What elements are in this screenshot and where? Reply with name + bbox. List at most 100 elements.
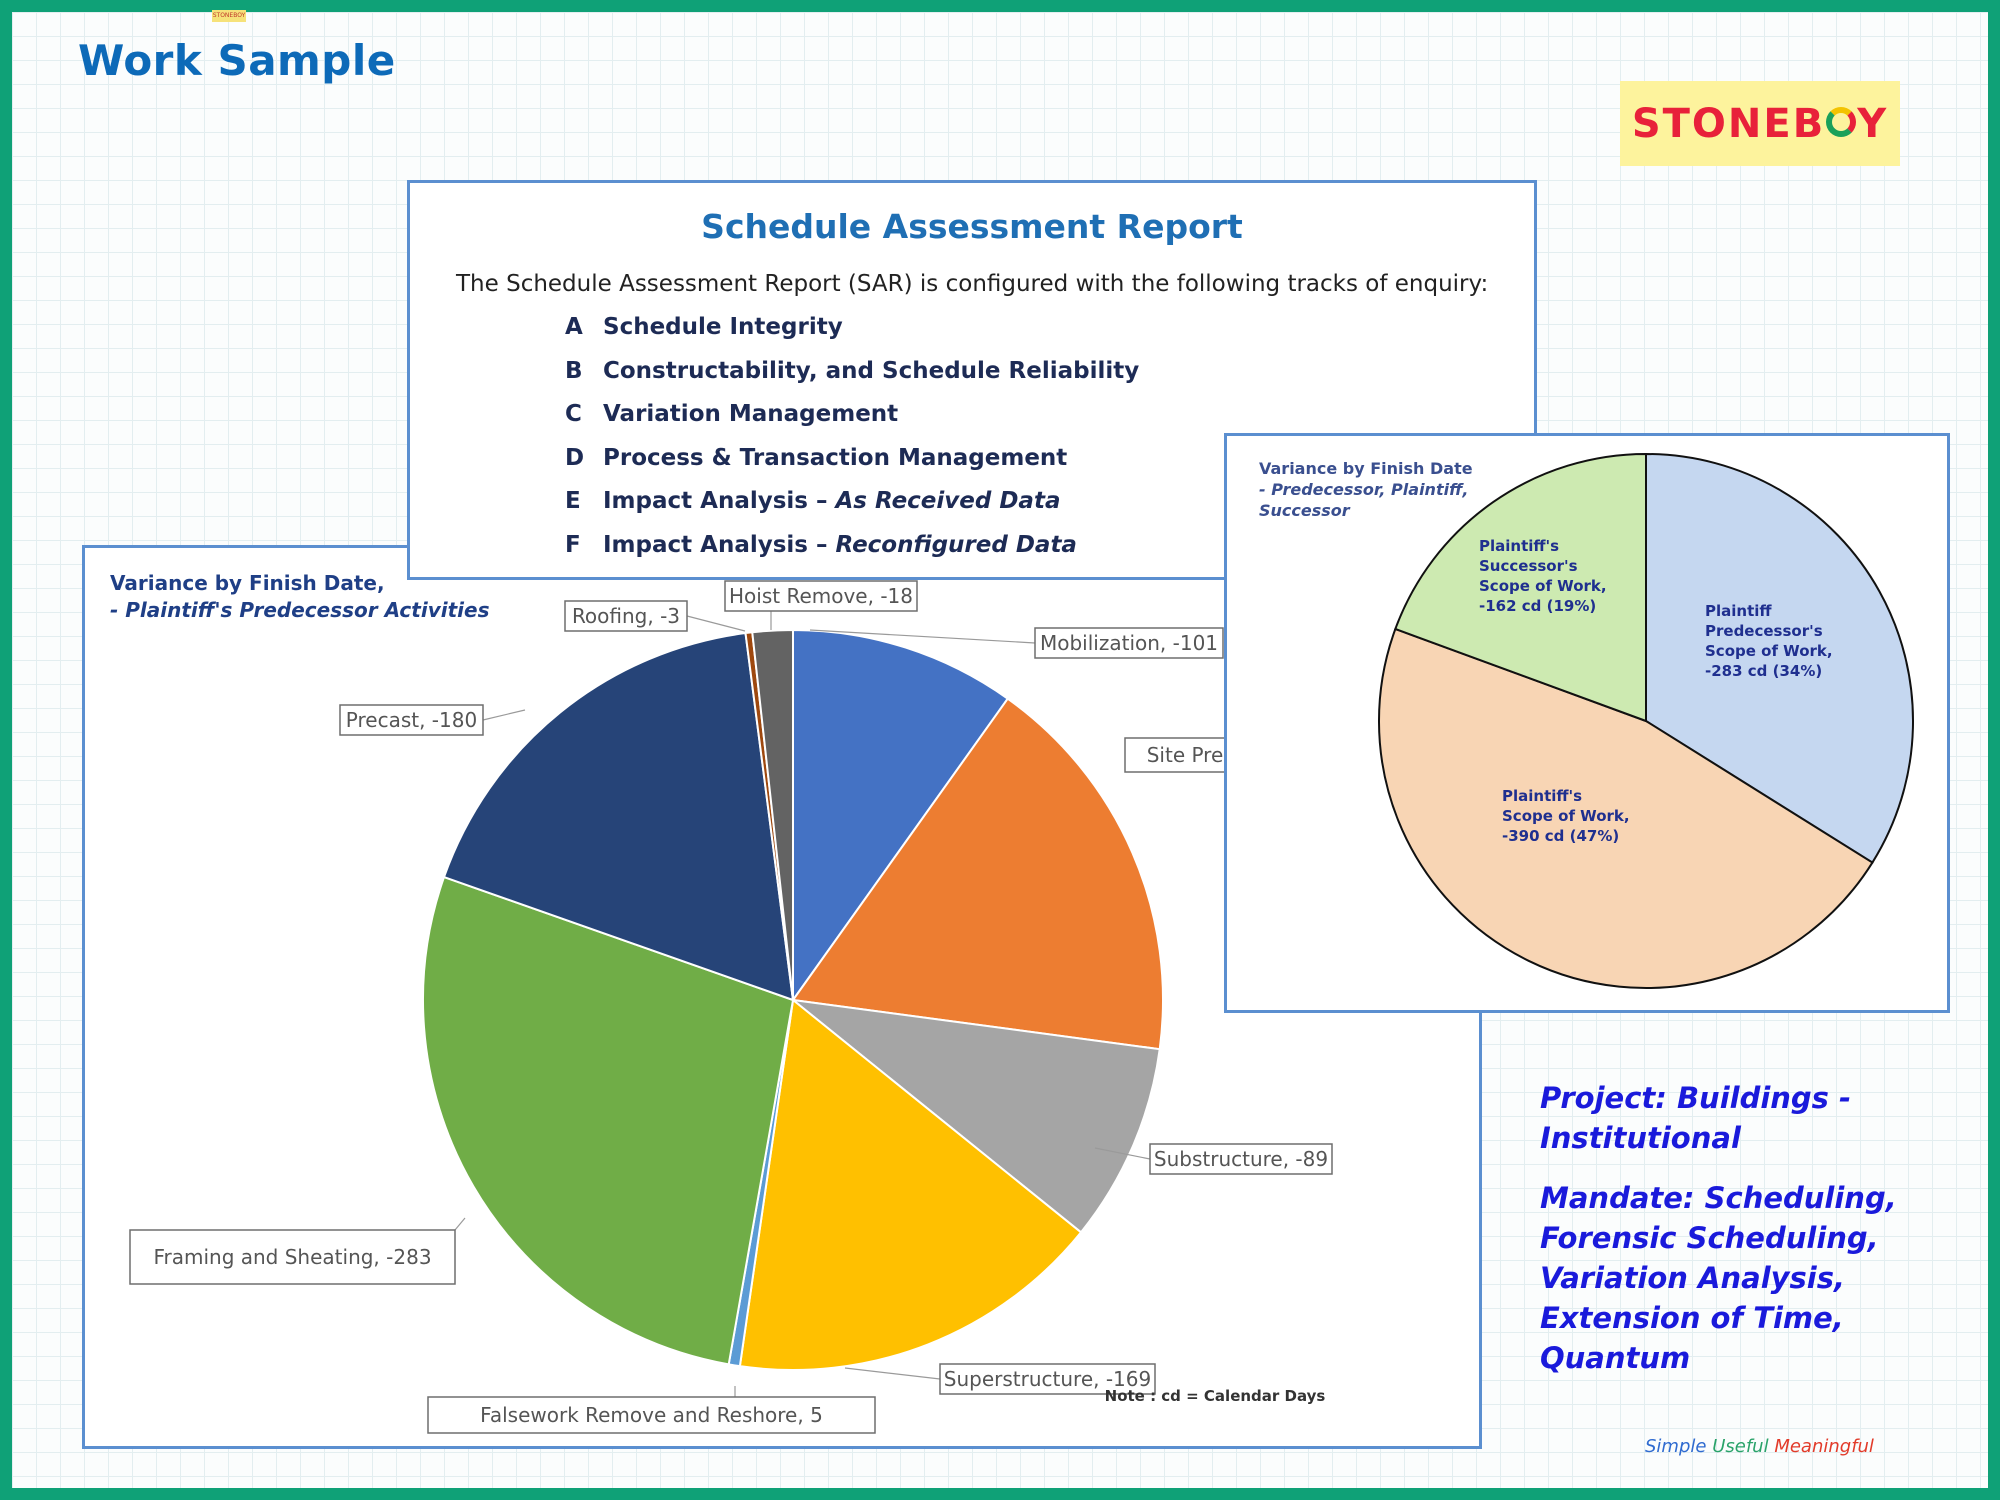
- track-text: Schedule Integrity: [603, 314, 843, 340]
- leader-line: [454, 1217, 466, 1231]
- track-letter: E: [565, 488, 581, 514]
- leader-line: [686, 615, 746, 632]
- callout-box: [339, 704, 484, 736]
- callout-framing-and-sheating: Framing and Sheating, -283: [129, 1217, 466, 1285]
- slice-label-line: Scope of Work,: [1502, 807, 1630, 825]
- left-pie-chart: Mobilization, -101 Site Pre Substructure, …: [129, 580, 1333, 1434]
- track-text: Constructability, and Schedule Reliabili…: [603, 358, 1140, 384]
- slice-label-line: Successor's: [1479, 557, 1578, 575]
- slice-label-line: Scope of Work,: [1479, 577, 1607, 595]
- callout-box: [1034, 627, 1224, 659]
- track-d: D Process & Transaction Management: [565, 445, 1067, 479]
- slice-label-line: -162 cd (19%): [1479, 597, 1596, 615]
- callout-mobilization: Mobilization, -101: [809, 627, 1224, 659]
- slice-label-line: -390 cd (47%): [1502, 827, 1619, 845]
- slice-plaintiff-predecessor-s-scope-of-work: [1645, 452, 1915, 864]
- right-pie-chart: Plaintiff Predecessor's Scope of Work, -283…: [1377, 452, 1915, 990]
- slice-label-line: Plaintiff's: [1502, 787, 1582, 805]
- left-chart-heading-line2: - Plaintiff's Predecessor Activities: [110, 598, 490, 622]
- track-text: Impact Analysis –: [603, 532, 836, 558]
- right-chart-heading-line2: - Predecessor, Plaintiff,: [1259, 480, 1469, 499]
- sar-title: Schedule Assessment Report: [701, 207, 1243, 246]
- sar-intro: The Schedule Assessment Report (SAR) is …: [456, 271, 1489, 297]
- tiny-logo-tag: STONEBOY: [212, 10, 246, 22]
- page-title: Work Sample: [78, 36, 396, 85]
- callout-box: [129, 1229, 456, 1285]
- slice-label-plaintiff-predecessor-s-scope-of-work: Plaintiff Predecessor's Scope of Work, -283…: [1705, 602, 1833, 680]
- track-letter: C: [565, 401, 582, 427]
- slice-label: Substructure, -89: [1154, 1147, 1328, 1171]
- leader-line: [1094, 1147, 1151, 1160]
- track-a: A Schedule Integrity: [565, 314, 843, 348]
- track-letter: B: [565, 358, 583, 384]
- callout-superstructure: Superstructure, -169: [844, 1363, 1156, 1395]
- slice-label-plaintiff-s-successor-s-scope-of-work: Plaintiff's Successor's Scope of Work, -162…: [1479, 537, 1607, 615]
- right-chart-panel: Variance by Finish Date - Predecessor, P…: [1224, 433, 1950, 1013]
- track-f: F Impact Analysis – Reconfigured Data: [565, 532, 1077, 566]
- tagline: Simple Useful Meaningful: [1645, 1436, 1874, 1457]
- slice-label: Hoist Remove, -18: [729, 584, 913, 608]
- callout-box: [427, 1396, 876, 1434]
- slice-substructure: [789, 998, 1161, 1234]
- track-text: Variation Management: [603, 401, 899, 427]
- left-chart-heading-line1: Variance by Finish Date,: [110, 571, 385, 595]
- mandate-block: Mandate: Scheduling, Forensic Scheduling…: [1540, 1178, 1960, 1378]
- track-emphasis: As Received Data: [835, 488, 1061, 514]
- slice-label: Falsework Remove and Reshore, 5: [480, 1403, 823, 1427]
- mandate-line: Mandate: Scheduling,: [1540, 1181, 1897, 1215]
- tagline-simple: Simple: [1645, 1436, 1707, 1457]
- slice-label-line: Scope of Work,: [1705, 642, 1833, 660]
- track-text: Process & Transaction Management: [603, 445, 1068, 471]
- slice-label-line: Predecessor's: [1705, 622, 1823, 640]
- project-info: Project: Buildings - Institutional Manda…: [1540, 1078, 1960, 1398]
- slice-label-line: -283 cd (34%): [1705, 662, 1822, 680]
- callout-roofing: Roofing, -3: [564, 600, 746, 632]
- track-c: C Variation Management: [565, 401, 898, 435]
- slice-label: Mobilization, -101: [1040, 631, 1218, 655]
- right-chart-heading: Variance by Finish Date - Predecessor, P…: [1259, 458, 1473, 521]
- leader-line: [482, 709, 526, 721]
- slice-label: Precast, -180: [346, 708, 477, 732]
- slice-site-pre: [791, 697, 1164, 1051]
- callout-box: [564, 600, 688, 632]
- callout-box: [724, 580, 918, 612]
- project-line2: Institutional: [1540, 1121, 1741, 1155]
- mandate-line: Variation Analysis,: [1540, 1261, 1846, 1295]
- track-letter: D: [565, 445, 585, 471]
- logo-o-ring-icon: [1826, 106, 1857, 137]
- project-line1: Project: Buildings -: [1540, 1081, 1852, 1115]
- slice-hoist-remove: [751, 628, 794, 1001]
- callout-precast: Precast, -180: [339, 704, 526, 736]
- stoneboy-logo: STONEB Y: [1620, 81, 1900, 166]
- track-emphasis: Reconfigured Data: [835, 532, 1077, 558]
- left-chart-heading: Variance by Finish Date, - Plaintiff's P…: [110, 570, 489, 624]
- tagline-useful: Useful: [1712, 1436, 1769, 1457]
- track-letter: F: [565, 532, 581, 558]
- sar-panel: Schedule Assessment Report The Schedule …: [407, 180, 1537, 580]
- slice-label: Roofing, -3: [572, 604, 680, 628]
- slice-framing-and-sheating: [422, 875, 795, 1366]
- slice-label-plaintiff-s-scope-of-work: Plaintiff's Scope of Work, -390 cd (47%): [1502, 787, 1630, 845]
- right-chart-heading-line1: Variance by Finish Date: [1259, 459, 1473, 478]
- callout-hoist-remove: Hoist Remove, -18: [724, 580, 918, 630]
- leader-line: [844, 1367, 941, 1380]
- slice-label-line: Plaintiff's: [1479, 537, 1559, 555]
- mandate-line: Extension of Time,: [1540, 1301, 1844, 1335]
- project-block: Project: Buildings - Institutional: [1540, 1078, 1960, 1158]
- slice-precast: [442, 631, 795, 1002]
- callout-falsework-remove-and-reshore: Falsework Remove and Reshore, 5: [427, 1386, 876, 1434]
- slice-plaintiff-s-scope-of-work: [1377, 627, 1874, 990]
- mandate-line: Forensic Scheduling,: [1540, 1221, 1879, 1255]
- slice-label: Framing and Sheating, -283: [153, 1245, 431, 1269]
- slice-label-line: Plaintiff: [1705, 602, 1772, 620]
- chart-note: Note : cd = Calendar Days: [1105, 1387, 1326, 1405]
- track-text: Impact Analysis –: [603, 488, 836, 514]
- slice-label: Superstructure, -169: [944, 1367, 1151, 1391]
- slice-plaintiff-s-successor-s-scope-of-work: [1394, 452, 1647, 723]
- logo-text-start: STONEB: [1631, 100, 1826, 147]
- mandate-line: Quantum: [1540, 1341, 1691, 1375]
- right-chart-heading-line3: Successor: [1259, 501, 1350, 520]
- callout-box: [1149, 1143, 1333, 1175]
- track-e: E Impact Analysis – As Received Data: [565, 488, 1060, 522]
- slice-label: Site Pre: [1147, 743, 1224, 767]
